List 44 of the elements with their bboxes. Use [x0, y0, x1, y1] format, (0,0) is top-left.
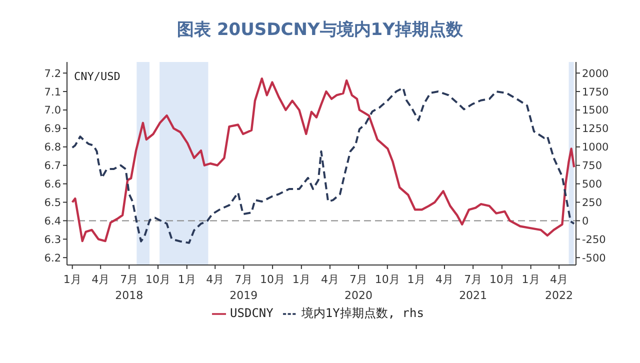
y2-tick-label: 500 — [582, 178, 602, 191]
x-tick-label: 4月 2022 — [545, 273, 574, 302]
x-tick-label: 7月 2018 — [115, 273, 144, 302]
y-tick-label: 6.9 — [44, 123, 61, 136]
y2-tick-label: 250 — [582, 196, 602, 209]
x-tick-label: 4月 — [206, 273, 224, 286]
y2-tick-label: 2000 — [582, 68, 609, 80]
x-tick-label: 7月 2019 — [230, 273, 258, 302]
x-tick-label: 4月 — [92, 273, 110, 286]
x-tick-label: 1月 — [292, 273, 310, 286]
y2-tick-label: 1250 — [582, 123, 609, 136]
y-tick-label: 6.8 — [44, 142, 61, 154]
chart-title: 图表 20USDCNY与境内1Y掉期点数 — [176, 19, 464, 42]
legend-label: 境内1Y掉期点数, rhs — [301, 306, 424, 320]
y-tick-label: 7.0 — [44, 104, 61, 117]
y-axis-title: CNY/USD — [74, 70, 120, 83]
y-tick-label: 6.7 — [44, 160, 61, 172]
y2-tick-label: -250 — [582, 234, 606, 246]
x-tick-label: 10月 — [374, 273, 400, 286]
y2-tick-label: 1000 — [582, 142, 609, 154]
legend-label: USDCNY — [230, 306, 274, 320]
y-tick-label: 6.6 — [44, 178, 62, 191]
x-tick-label: 10月 — [146, 273, 171, 286]
x-tick-label: 4月 — [320, 273, 339, 286]
y-tick-label: 7.2 — [44, 68, 61, 80]
x-tick-label: 10月 — [260, 273, 286, 286]
x-tick-label: 1月 — [63, 273, 82, 286]
x-tick-label: 7月 2021 — [459, 273, 488, 302]
y-tick-label: 7.1 — [44, 86, 61, 98]
x-tick-label: 1月 — [522, 273, 540, 286]
y-tick-label: 6.4 — [44, 215, 62, 228]
y-tick-label: 6.3 — [44, 234, 61, 246]
x-tick-label: 1月 — [178, 273, 196, 286]
x-tick-label: 10月 — [489, 273, 514, 286]
y-tick-label: 6.2 — [44, 252, 61, 264]
x-tick-label: 4月 — [436, 273, 454, 286]
x-tick-label: 7月 2020 — [344, 273, 373, 302]
y2-tick-label: -500 — [582, 252, 606, 264]
y2-tick-label: 1500 — [582, 104, 609, 117]
y-tick-label: 6.5 — [44, 196, 61, 209]
y2-tick-label: 1750 — [582, 86, 609, 98]
x-tick-label: 1月 — [407, 273, 426, 286]
y2-tick-label: 750 — [582, 160, 602, 172]
y2-tick-label: 0 — [582, 215, 589, 228]
